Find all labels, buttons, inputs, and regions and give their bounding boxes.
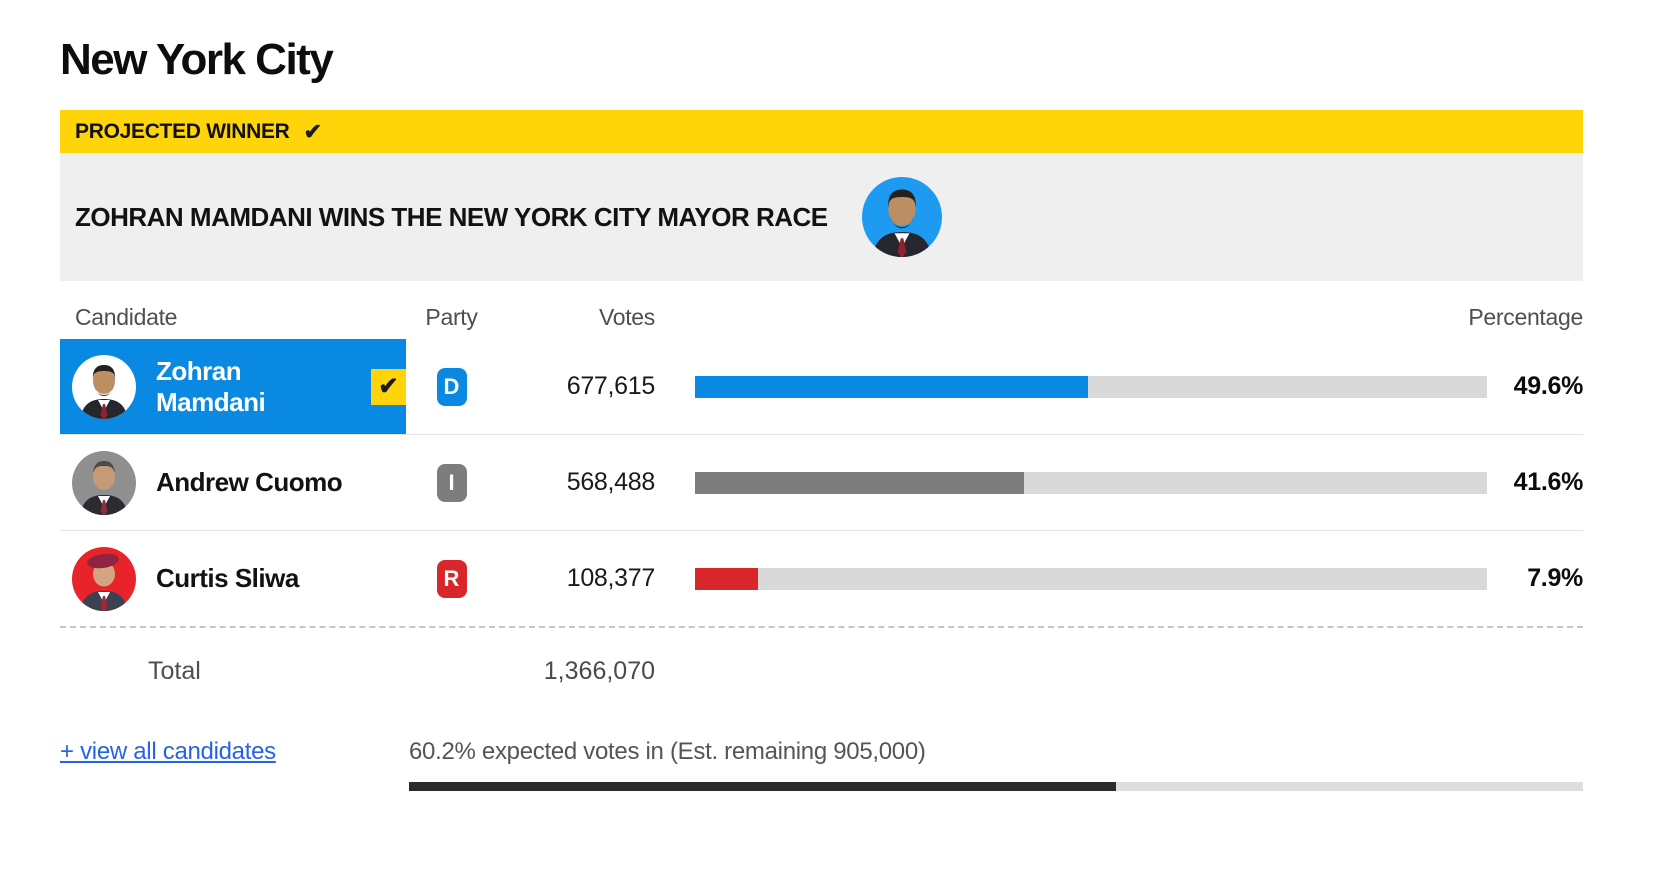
total-votes-value: 1,366,070 [543, 656, 655, 685]
result-bar-fill [695, 375, 1088, 398]
candidate-name: Andrew Cuomo [156, 467, 343, 497]
candidate-row-sliwa: Curtis Sliwa R 108,377 7.9% [60, 531, 1583, 626]
candidate-row-mamdani: Zohran Mamdani ✔ D 677,615 49.6% [60, 339, 1583, 435]
projected-winner-banner: PROJECTED WINNER ✔ [60, 110, 1583, 153]
candidate-avatar [72, 354, 136, 419]
result-bar-fill [695, 471, 1025, 494]
table-header-row: Candidate Party Votes Percentage [60, 297, 1583, 337]
party-badge-r: R [436, 559, 467, 598]
view-all-candidates-link[interactable]: + view all candidates [60, 738, 276, 765]
candidate-name: Zohran Mamdani [156, 355, 266, 417]
candidate-name: Curtis Sliwa [156, 563, 299, 593]
projected-winner-label: PROJECTED WINNER [75, 119, 290, 143]
candidate-avatar [72, 546, 136, 611]
expected-progress-fill [409, 782, 1116, 791]
winner-check-icon: ✔ [370, 368, 406, 405]
header-candidate: Candidate [75, 303, 178, 330]
candidate-rows: Zohran Mamdani ✔ D 677,615 49.6% [60, 339, 1583, 626]
winner-announcement-text: ZOHRAN MAMDANI WINS THE NEW YORK CITY MA… [75, 201, 828, 232]
header-party: Party [425, 303, 478, 330]
candidate-cell: Curtis Sliwa [60, 531, 406, 626]
votes-value: 568,488 [566, 468, 656, 496]
party-badge-d: D [436, 367, 467, 406]
result-bar-fill [695, 567, 758, 590]
header-votes: Votes [598, 303, 655, 330]
header-percentage: Percentage [1468, 303, 1583, 330]
page-title: New York City [60, 35, 334, 84]
percentage-value: 7.9% [1527, 564, 1583, 592]
candidate-cell: Andrew Cuomo [60, 435, 406, 530]
expected-votes-text: 60.2% expected votes in (Est. remaining … [409, 738, 926, 765]
percentage-value: 49.6% [1513, 372, 1584, 400]
expected-votes-progress-track [409, 782, 1583, 791]
total-label: Total [148, 656, 201, 685]
dashed-divider [60, 626, 1583, 628]
result-bar-track [695, 375, 1487, 398]
votes-value: 677,615 [566, 372, 656, 400]
votes-value: 108,377 [566, 564, 656, 592]
result-bar-track [695, 567, 1487, 590]
percentage-value: 41.6% [1513, 468, 1584, 496]
candidate-row-cuomo: Andrew Cuomo I 568,488 41.6% [60, 435, 1583, 531]
result-bar-track [695, 471, 1487, 494]
winner-announcement-panel: ZOHRAN MAMDANI WINS THE NEW YORK CITY MA… [60, 153, 1583, 281]
candidate-avatar [72, 450, 136, 515]
check-icon: ✔ [303, 118, 322, 144]
winner-avatar [861, 177, 942, 257]
race-widget: New York City PROJECTED WINNER ✔ ZOHRAN … [60, 34, 1583, 791]
candidate-cell: Zohran Mamdani ✔ [60, 339, 406, 434]
footer-row: + view all candidates 60.2% expected vot… [60, 738, 1583, 766]
party-badge-i: I [436, 463, 467, 502]
total-row: Total 1,366,070 [60, 628, 1583, 714]
